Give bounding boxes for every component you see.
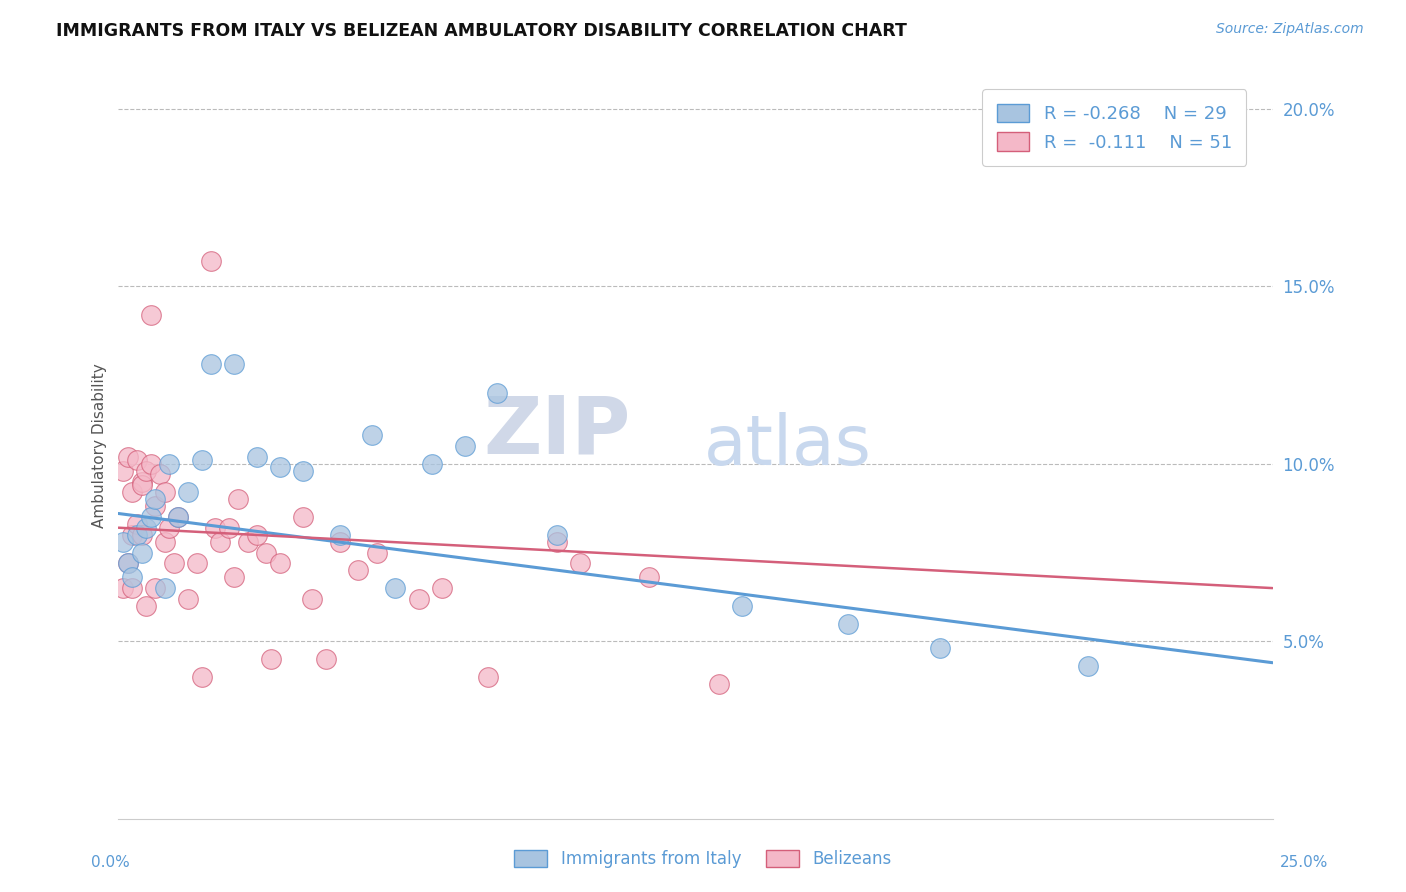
Point: [292, 464, 315, 478]
Point: [569, 556, 592, 570]
Point: [190, 453, 212, 467]
Point: [145, 500, 167, 514]
Text: IMMIGRANTS FROM ITALY VS BELIZEAN AMBULATORY DISABILITY CORRELATION CHART: IMMIGRANTS FROM ITALY VS BELIZEAN AMBULA…: [56, 22, 907, 40]
Point: [366, 545, 388, 559]
Point: [121, 485, 143, 500]
Point: [329, 535, 352, 549]
Point: [145, 492, 167, 507]
Legend: R = -0.268    N = 29, R =  -0.111    N = 51: R = -0.268 N = 29, R = -0.111 N = 51: [983, 89, 1246, 166]
Point: [730, 599, 752, 613]
Point: [292, 510, 315, 524]
Point: [153, 535, 176, 549]
Text: Source: ZipAtlas.com: Source: ZipAtlas.com: [1216, 22, 1364, 37]
Point: [546, 528, 568, 542]
Point: [228, 492, 250, 507]
Point: [131, 475, 153, 489]
Point: [204, 521, 226, 535]
Point: [121, 581, 143, 595]
Point: [246, 528, 269, 542]
Point: [135, 521, 157, 535]
Point: [153, 485, 176, 500]
Point: [929, 641, 952, 656]
Point: [135, 599, 157, 613]
Point: [149, 467, 172, 482]
Point: [236, 535, 259, 549]
Point: [638, 570, 661, 584]
Point: [485, 385, 508, 400]
Point: [167, 510, 190, 524]
Point: [200, 357, 222, 371]
Point: [269, 460, 291, 475]
Point: [125, 528, 148, 542]
Point: [112, 535, 135, 549]
Point: [361, 428, 384, 442]
Point: [125, 453, 148, 467]
Point: [176, 485, 198, 500]
Point: [112, 464, 135, 478]
Point: [117, 450, 139, 464]
Point: [222, 357, 245, 371]
Point: [408, 591, 430, 606]
Text: ZIP: ZIP: [484, 392, 631, 470]
Point: [139, 510, 162, 524]
Point: [546, 535, 568, 549]
Point: [269, 556, 291, 570]
Point: [347, 563, 370, 577]
Point: [131, 545, 153, 559]
Point: [157, 457, 180, 471]
Point: [145, 581, 167, 595]
Point: [190, 670, 212, 684]
Point: [246, 450, 269, 464]
Point: [477, 670, 499, 684]
Point: [153, 581, 176, 595]
Point: [315, 652, 337, 666]
Point: [453, 439, 475, 453]
Point: [837, 616, 859, 631]
Point: [430, 581, 453, 595]
Point: [117, 556, 139, 570]
Point: [131, 478, 153, 492]
Point: [301, 591, 323, 606]
Point: [139, 457, 162, 471]
Point: [384, 581, 406, 595]
Point: [131, 528, 153, 542]
Point: [707, 677, 730, 691]
Point: [218, 521, 240, 535]
Y-axis label: Ambulatory Disability: Ambulatory Disability: [93, 364, 107, 528]
Text: 25.0%: 25.0%: [1281, 855, 1329, 870]
Point: [121, 528, 143, 542]
Point: [1077, 659, 1099, 673]
Point: [200, 254, 222, 268]
Point: [260, 652, 283, 666]
Point: [139, 308, 162, 322]
Point: [157, 521, 180, 535]
Point: [176, 591, 198, 606]
Point: [121, 570, 143, 584]
Point: [422, 457, 444, 471]
Text: 0.0%: 0.0%: [91, 855, 131, 870]
Point: [135, 464, 157, 478]
Point: [125, 517, 148, 532]
Point: [329, 528, 352, 542]
Point: [208, 535, 231, 549]
Point: [163, 556, 186, 570]
Point: [117, 556, 139, 570]
Point: [254, 545, 277, 559]
Legend: Immigrants from Italy, Belizeans: Immigrants from Italy, Belizeans: [508, 843, 898, 875]
Point: [167, 510, 190, 524]
Point: [112, 581, 135, 595]
Point: [186, 556, 208, 570]
Text: atlas: atlas: [704, 412, 872, 480]
Point: [222, 570, 245, 584]
